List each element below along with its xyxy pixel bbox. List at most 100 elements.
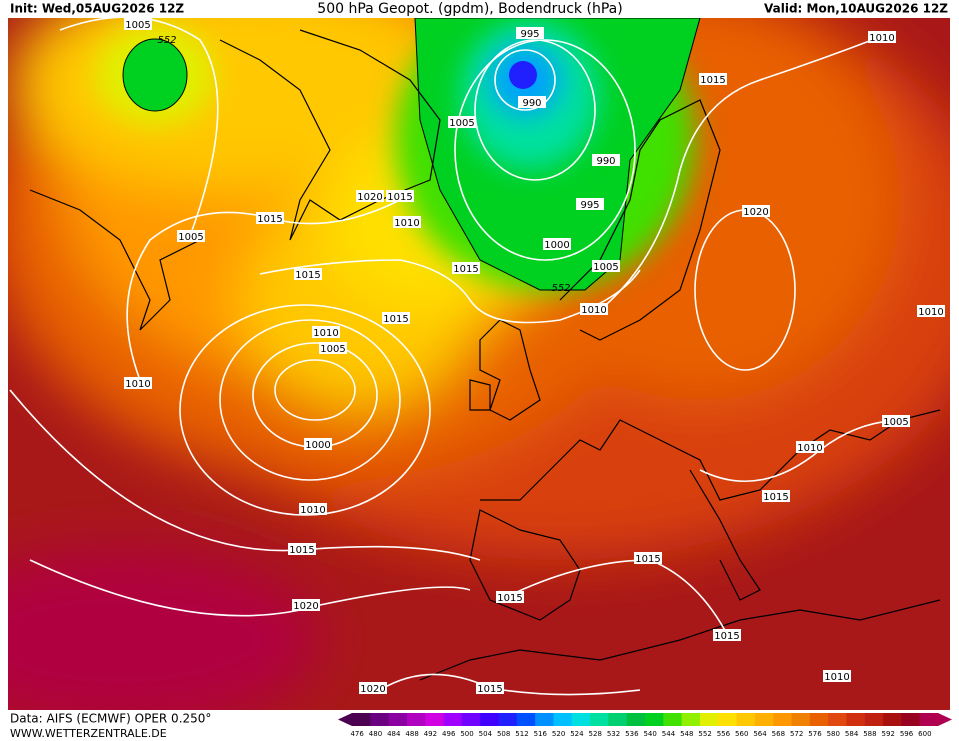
scale-label: 508	[497, 730, 510, 738]
isobar-label-box	[292, 599, 320, 611]
scale-label: 532	[607, 730, 620, 738]
isobar-label-box	[576, 198, 604, 210]
scale-label: 552	[698, 730, 711, 738]
scale-label: 568	[772, 730, 785, 738]
isobar-label: 1010	[869, 33, 894, 44]
isobar-label: 1010	[394, 218, 419, 229]
scale-swatch	[828, 713, 847, 726]
scale-swatch	[645, 713, 664, 726]
scale-label: 484	[387, 730, 401, 738]
valid-time: Valid: Mon,10AUG2026 12Z	[764, 2, 948, 16]
isobar-label: 1000	[544, 240, 569, 251]
isobar-label-box	[476, 682, 504, 694]
isobar-label-box	[823, 670, 851, 682]
website: WWW.WETTERZENTRALE.DE	[10, 727, 167, 740]
map-title: 500 hPa Geopot. (gpdm), Bodendruck (hPa)	[317, 1, 622, 17]
isobar-label: 1015	[289, 545, 314, 556]
isobar-label-box	[452, 262, 480, 274]
scale-label: 492	[424, 730, 437, 738]
scale-label: 596	[900, 730, 914, 738]
isobar-label: 1020	[360, 684, 385, 695]
isobar-labels: 1005 995 990 1005 990 995 1000 1005 1010 1010 1015…	[124, 18, 945, 695]
isobar-label-box	[699, 73, 727, 85]
scale-swatch	[571, 713, 591, 726]
scale-swatch	[754, 713, 774, 726]
scale-swatch	[590, 713, 609, 726]
scale-swatch	[626, 713, 646, 726]
isobar-label: 990	[596, 156, 615, 167]
scale-swatch	[901, 713, 921, 726]
isobar-label: 1010	[313, 328, 338, 339]
isobar-label: 1010	[918, 307, 943, 318]
scale-label: 560	[735, 730, 748, 738]
scale-label: 536	[625, 730, 639, 738]
scale-label: 540	[643, 730, 656, 738]
isobar-label: 1005	[449, 118, 474, 129]
scale-label: 504	[479, 730, 493, 738]
isobar-label: 990	[522, 98, 541, 109]
scale-label: 500	[460, 730, 473, 738]
isobar-label: 1015	[635, 554, 660, 565]
isobar-label: 1010	[300, 505, 325, 516]
isobar-label-box	[518, 96, 546, 108]
scale-arrow-low	[338, 713, 352, 726]
isobar-label: 1015	[453, 264, 478, 275]
scale-swatch	[919, 713, 939, 726]
isobar-label: 1015	[295, 270, 320, 281]
isobar-label-box	[580, 303, 608, 315]
isobar-label: 995	[520, 29, 539, 40]
isobar-label-box	[256, 212, 284, 224]
isobar-label-box	[762, 490, 790, 502]
isobar-label-box	[312, 326, 340, 338]
scale-swatch	[883, 713, 902, 726]
isobar-label: 1015	[387, 192, 412, 203]
scale-swatch	[736, 713, 756, 726]
isobar-label-box	[592, 154, 620, 166]
isobar-label: 1015	[497, 593, 522, 604]
scale-label: 520	[552, 730, 565, 738]
geopotential-label: 552	[551, 283, 570, 294]
scale-swatch	[535, 713, 554, 726]
scale-label: 524	[570, 730, 584, 738]
scale-label: 480	[369, 730, 382, 738]
isobar-label: 1020	[743, 207, 768, 218]
isobar-label-box	[288, 543, 316, 555]
scale-label: 512	[515, 730, 528, 738]
isobar-label-box	[319, 342, 347, 354]
isobar-label-box	[868, 31, 896, 43]
isobar-label: 1020	[357, 192, 382, 203]
isobar-label: 995	[580, 200, 599, 211]
isobar-label: 1010	[125, 379, 150, 390]
isobar-label: 1005	[178, 232, 203, 243]
init-time: Init: Wed,05AUG2026 12Z	[10, 2, 184, 16]
isobar-label: 1005	[320, 344, 345, 355]
scale-label: 544	[662, 730, 676, 738]
scale-label: 496	[442, 730, 456, 738]
scale-swatch	[663, 713, 683, 726]
isobar-label: 1020	[293, 601, 318, 612]
scale-label: 600	[918, 730, 931, 738]
isobar-label-box	[634, 552, 662, 564]
isobar-label-box	[359, 682, 387, 694]
scale-label: 476	[350, 730, 364, 738]
isobar-label: 1015	[477, 684, 502, 695]
isobars	[9, 18, 901, 696]
isobar-label: 1005	[883, 417, 908, 428]
scale-label: 572	[790, 730, 803, 738]
scale-swatch	[699, 713, 719, 726]
isobar-label-box	[882, 415, 910, 427]
isobar-label-box	[713, 629, 741, 641]
coastlines	[29, 29, 941, 681]
isobar-label-box	[393, 216, 421, 228]
scale-swatch	[553, 713, 573, 726]
scale-swatch	[718, 713, 738, 726]
scale-swatch	[608, 713, 628, 726]
isobar-label-box	[382, 312, 410, 324]
isobar-label: 1005	[125, 20, 150, 31]
isobar-label-box	[304, 438, 332, 450]
scale-swatch	[791, 713, 811, 726]
isobar-label: 1015	[763, 492, 788, 503]
scale-swatch	[498, 713, 518, 726]
